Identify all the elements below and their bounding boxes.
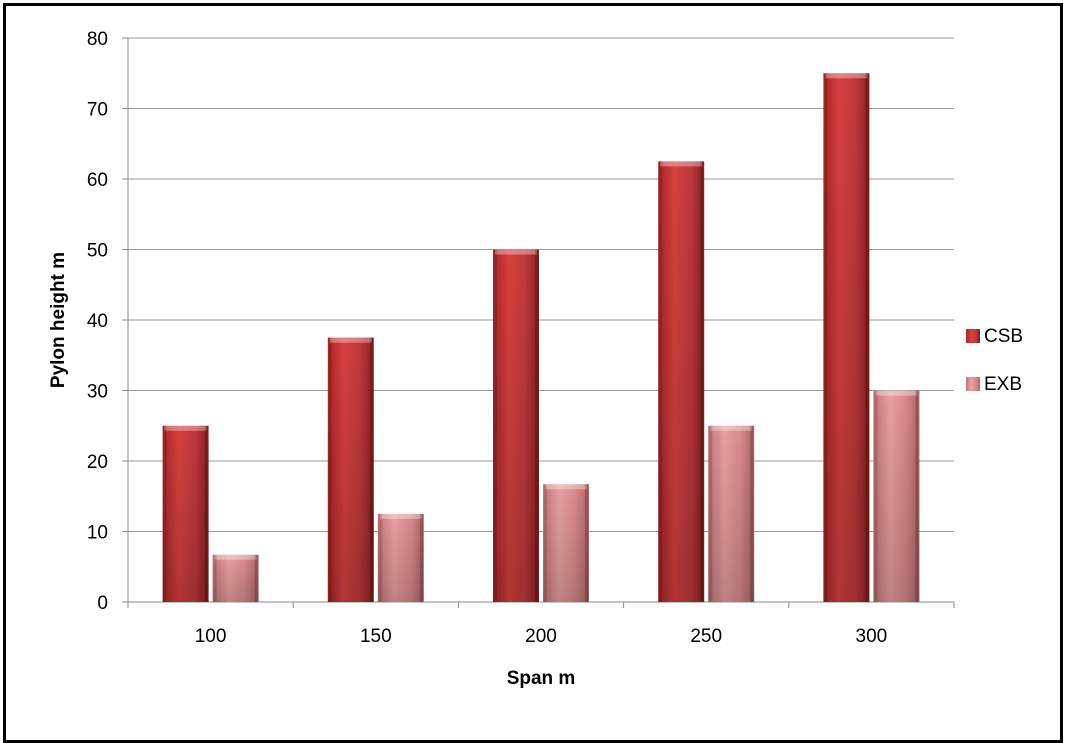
bar-bevel-left [213,554,217,602]
legend-label: CSB [984,326,1023,347]
bar-bevel-top [710,425,753,431]
y-tick-label: 50 [87,241,108,262]
bar-csb [823,73,870,602]
bar-csb [658,161,705,602]
legend-item-csb: CSB [966,326,1023,347]
bar-bevel-right [204,425,208,602]
bar-bevel-right [535,249,538,602]
bar-bevel-left [328,337,332,602]
bar-shade [708,425,755,602]
bar-bevel-top [545,484,587,490]
bar-exb [212,554,259,602]
bar-bevel-left [378,513,382,602]
legend-item-exb: EXB [966,374,1022,395]
x-tick-label: 150 [360,626,392,647]
legend-swatch [966,329,980,343]
bar-exb [543,484,589,602]
bar-csb [493,249,539,602]
bar-chart: 0 10 20 30 40 50 60 70 80 100 150 200 250 300 Span m… [48,29,1023,689]
bar-shade [823,73,870,602]
bar-bevel-top [495,249,537,255]
x-axis-title: Span m [507,668,576,689]
bar-bevel-right [750,425,754,602]
bar-bevel-left [163,425,167,602]
bar-csb [327,337,374,602]
y-tick-label: 0 [97,593,108,614]
bar-exb [708,425,755,602]
y-tick-label: 70 [87,100,108,121]
bar-shade [658,161,705,602]
x-tick-label: 200 [525,626,557,647]
x-tick-label: 300 [856,626,888,647]
bar-bevel-right [369,337,373,602]
bar-shade [377,513,424,602]
x-tick-label: 250 [690,626,722,647]
bar-bevel-top [214,554,257,560]
bar-exb [377,513,424,602]
bar-bevel-top [164,425,207,431]
bar-bevel-top [825,73,868,79]
bar-shade [543,484,589,602]
bar-csb [162,425,209,602]
bars [162,73,920,602]
bar-bevel-top [329,337,372,343]
bar-bevel-right [865,73,869,602]
y-tick-label: 10 [87,523,108,544]
gridlines [122,37,955,608]
bar-bevel-right [915,390,919,602]
bar-shade [327,337,374,602]
bar-bevel-left [544,484,547,602]
legend-label: EXB [984,374,1022,395]
legend-swatch [966,377,980,391]
x-tick-label: 100 [195,626,227,647]
y-tick-label: 40 [87,311,108,332]
y-tick-label: 30 [87,382,108,403]
bar-bevel-left [659,161,663,602]
bar-bevel-left [874,390,878,602]
bar-bevel-right [254,554,258,602]
y-tick-labels: 0 10 20 30 40 50 60 70 80 [87,29,108,614]
bar-shade [212,554,259,602]
y-tick-label: 80 [87,29,108,50]
bar-shade [873,390,920,602]
bar-shade [162,425,209,602]
bar-bevel-right [700,161,704,602]
x-tick-labels: 100 150 200 250 300 [195,626,888,647]
bar-bevel-right [419,513,423,602]
bar-bevel-left [824,73,828,602]
y-tick-label: 60 [87,170,108,191]
bar-bevel-right [585,484,588,602]
bar-bevel-left [709,425,713,602]
bar-bevel-top [379,513,422,519]
y-axis-title: Pylon height m [48,252,69,388]
y-tick-label: 20 [87,452,108,473]
bar-exb [873,390,920,602]
legend: CSB EXB [966,326,1023,395]
bar-bevel-left [494,249,497,602]
bar-bevel-top [875,390,918,396]
bar-bevel-top [660,161,703,167]
bar-shade [493,249,539,602]
